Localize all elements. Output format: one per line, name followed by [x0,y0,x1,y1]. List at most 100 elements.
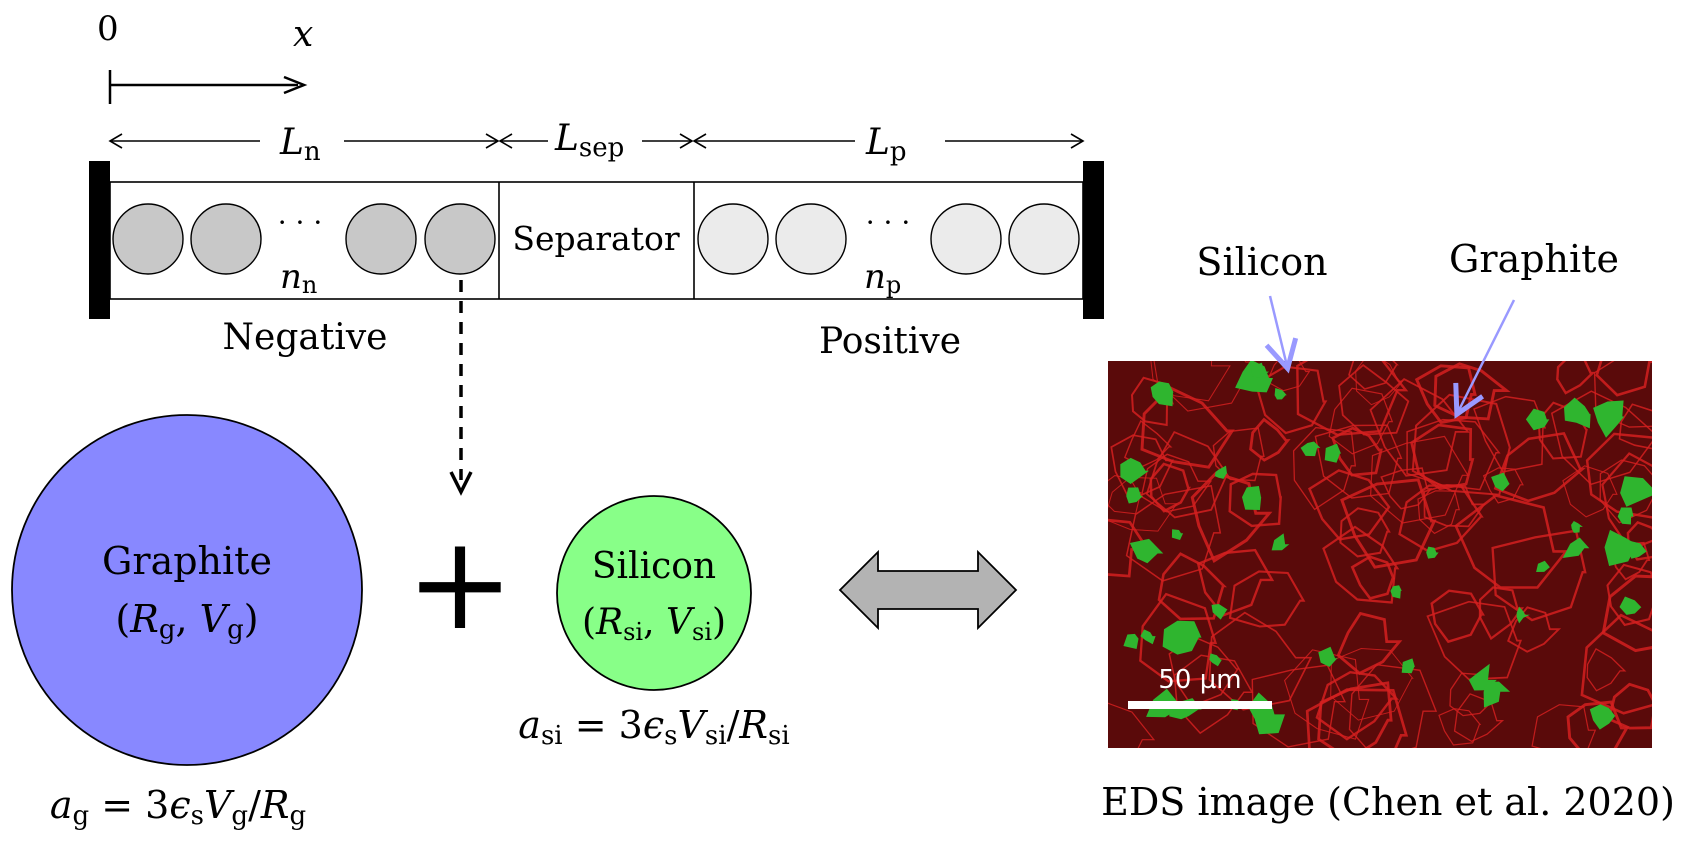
lp-right-arrowhead [1070,133,1085,149]
silicon-flake [1620,476,1652,507]
silicon-flake [1483,681,1511,708]
silicon-flake [1564,397,1591,429]
negative-ellipsis: · · · [278,206,323,239]
graphite-grain-boundary [1426,600,1523,681]
graphite-grain-boundary [1562,465,1618,518]
graphite-grain-boundary [1208,611,1313,711]
graphite-grain-boundary [1168,635,1240,708]
silicon-flake [1242,486,1262,510]
silicon-flake [1324,443,1341,463]
eds-graphite-label: Graphite [1449,237,1619,281]
graphite-grain-boundary [1322,525,1400,604]
graphite-grain-boundary [1556,361,1596,395]
negative-particle [112,203,184,275]
silicon-flake [1619,596,1642,615]
negative-electrode-label: Negative [223,317,388,358]
graphite-surface-area-formula: ag = 3ϵsVg/Rg [50,783,306,831]
silicon-flake [1120,457,1149,484]
graphite-grain-boundary [1550,390,1652,486]
silicon-flake [1150,381,1174,407]
lsep-label: Lsep [554,118,624,163]
graphite-name: Graphite [102,539,272,583]
graphite-grain-boundary [1417,490,1460,535]
graphite-grain-boundary [1140,386,1235,469]
negative-current-collector [89,161,110,319]
graphite-grain-boundary [1228,570,1306,628]
graphite-grain-boundary [1139,592,1218,683]
graphite-grain-boundary [1173,654,1254,735]
cell: Separator · · · nn · · · np Negative Pos… [89,161,1104,362]
eds-texture [1108,361,1652,748]
graphite-grain-boundary [1340,478,1437,569]
silicon-surface-area-formula: asi = 3ϵsVsi/Rsi [518,703,789,751]
silicon-flake [1390,585,1402,599]
scale-bar-label: 50 µm [1158,665,1241,695]
positive-particle [930,203,1002,275]
graphite-grain-boundary [1411,393,1512,496]
silicon-params: (Rsi, Vsi) [582,602,726,646]
eds-silicon-label: Silicon [1196,240,1327,284]
graphite-grain-boundary [1348,663,1438,748]
graphite-grain-boundary [1438,708,1482,746]
negative-count-label: nn [280,257,317,299]
graphite-grain-boundary [1423,484,1486,528]
graphite-grain-boundary [1430,589,1485,644]
eds-image: 50 µm [1108,361,1652,748]
negative-particle [190,203,262,275]
silicon-name: Silicon [592,546,716,587]
silicon-pointer-arrow [1270,295,1287,366]
graphite-grain-boundary [1626,520,1652,561]
graphite-grain-boundary [1348,361,1399,390]
ln-right-arrowhead [485,133,500,149]
positive-particle [775,203,847,275]
negative-particle [424,203,496,275]
graphite-grain-boundary [1317,681,1393,748]
graphite-grain-boundary [1108,702,1156,748]
lp-label: Lp [865,122,907,167]
graphite-grain-boundary [1123,419,1173,468]
positive-ellipsis: · · · [866,206,911,239]
graphite-grain-boundary [1607,682,1652,730]
silicon-flake [1401,658,1415,674]
silicon-flake [1211,604,1228,620]
silicon-flake [1126,487,1143,504]
silicon-flake [1571,521,1583,533]
silicon-flake [1617,507,1634,525]
x-axis-label: x [293,14,313,55]
graphite-grain-boundary [1350,555,1396,600]
graphite-grain-boundary [1249,417,1291,462]
graphite-grain-boundary [1339,507,1391,558]
graphite-grain-boundary [1153,361,1256,412]
silicon-flake [1426,546,1439,559]
graphite-grain-boundary [1585,432,1652,519]
graphite-grain-boundary [1108,518,1151,578]
graphite-grain-boundary [1586,648,1627,692]
silicon-flake [1300,441,1321,457]
graphite-grain-boundary [1140,453,1213,513]
graphite-grain-boundary [1292,426,1357,511]
positive-count-label: np [864,257,901,299]
ln-label: Ln [279,122,321,167]
graphite-grain-boundary [1157,552,1227,621]
graphite-grain-boundary [1305,688,1409,748]
graphite-grain-boundary [1595,361,1652,397]
graphite-grain-boundary [1531,704,1597,748]
silicon-flake [1589,704,1616,730]
graphite-grain-boundary [1108,476,1178,532]
graphite-grain-boundary [1491,529,1587,622]
negative-particle [345,203,417,275]
zoom-arrow-head [449,471,473,496]
silicon-flake [1251,362,1269,378]
graphite-grain-boundary [1478,586,1525,641]
silicon-flake [1536,560,1550,572]
graphite-grain-boundary [1507,606,1562,653]
silicon-flake [1604,529,1642,566]
graphite-grain-boundary [1482,467,1524,504]
silicon-flake [1593,400,1625,438]
silicon-flake [1129,538,1164,564]
silicon-flake [1516,606,1530,624]
silicon-flake [1562,537,1590,558]
silicon-flake [1491,472,1510,492]
silicon-flake [1209,653,1222,667]
